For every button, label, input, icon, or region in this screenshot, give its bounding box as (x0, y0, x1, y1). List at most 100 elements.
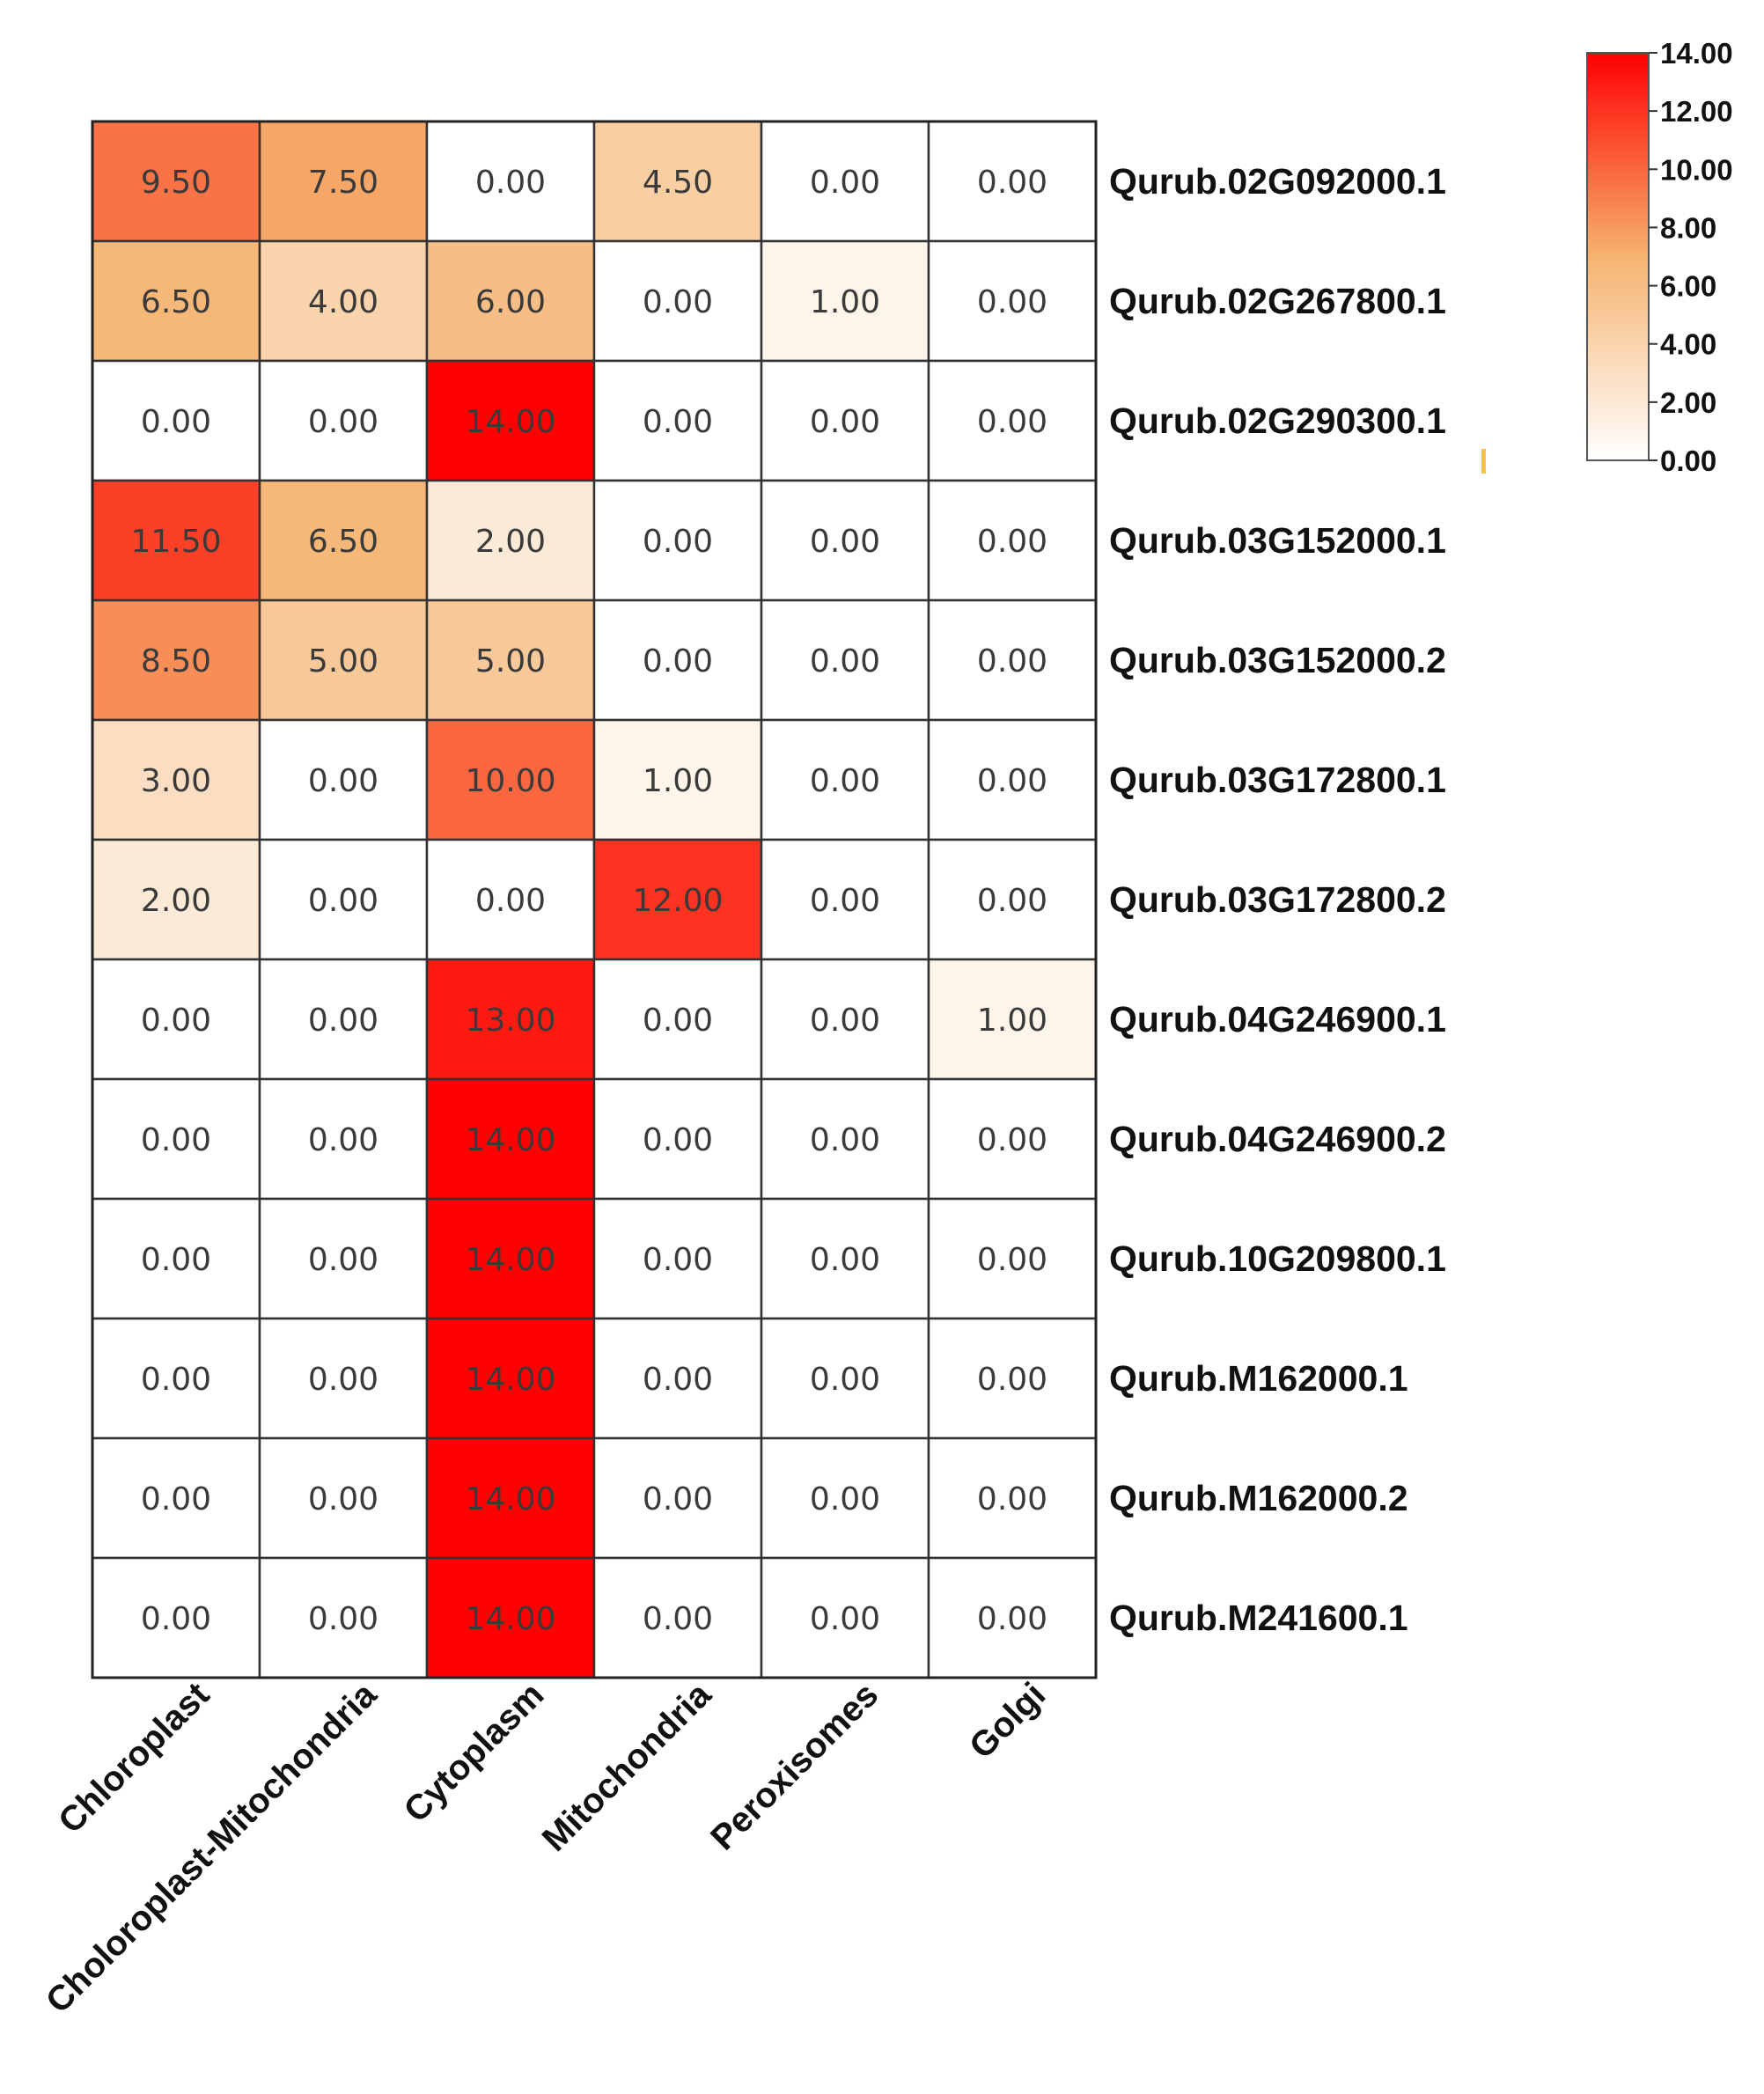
heatmap-cell (592, 599, 763, 722)
cell-value-label: 0.00 (308, 883, 379, 919)
row-label: Qurub.03G172800.1 (1109, 760, 1446, 800)
cell-value-label: 0.00 (308, 1242, 379, 1278)
cell-value-label: 0.00 (977, 165, 1047, 201)
heatmap-cell (592, 479, 763, 602)
cell-value-label: 0.00 (475, 883, 546, 919)
heatmap-cell (927, 1556, 1098, 1679)
cell-value-label: 0.00 (977, 1601, 1047, 1637)
heatmap-border (91, 120, 1098, 1679)
cell-value-label: 0.00 (643, 1481, 713, 1517)
column-label: Chloroplast (51, 1675, 217, 1841)
heatmap-cell (91, 838, 261, 961)
colorbar-gradient (1586, 52, 1650, 461)
heatmap-cell (592, 838, 763, 961)
row-label: Qurub.M241600.1 (1109, 1598, 1408, 1638)
column-label: Cytoplasm (397, 1675, 552, 1830)
heatmap-cell (258, 359, 429, 482)
heatmap-cell (927, 718, 1098, 841)
cell-value-label: 0.00 (308, 1601, 379, 1637)
heatmap-cell (91, 599, 261, 722)
cell-value-label: 0.00 (141, 1601, 211, 1637)
cell-value-label: 14.00 (465, 1481, 555, 1517)
cell-value-label: 3.00 (141, 763, 211, 799)
heatmap-cell (760, 1197, 930, 1320)
cell-value-label: 0.00 (810, 1481, 880, 1517)
heatmap-cell (91, 1317, 261, 1440)
heatmap-cell (592, 1317, 763, 1440)
heatmap-cell (927, 838, 1098, 961)
heatmap-cell (91, 958, 261, 1081)
row-label: Qurub.03G152000.2 (1109, 640, 1446, 680)
heatmap-cell (425, 599, 596, 722)
colorbar-legend: 14.00 12.00 10.00 8.00 6.00 4.00 2.00 0.00 (1481, 37, 1733, 477)
colorbar-tick-label: 6.00 (1660, 270, 1716, 303)
heatmap-cell (425, 1556, 596, 1679)
cell-value-label: 13.00 (465, 1003, 555, 1039)
column-label: Golgi (962, 1675, 1053, 1766)
heatmap-cell (927, 359, 1098, 482)
cell-value-label: 0.00 (475, 165, 546, 201)
heatmap-cell (760, 958, 930, 1081)
cell-value-label: 0.00 (643, 1122, 713, 1158)
heatmap-cell (927, 239, 1098, 363)
heatmap-cell (258, 1556, 429, 1679)
cell-value-label: 0.00 (308, 1481, 379, 1517)
cell-value-label: 5.00 (308, 643, 379, 680)
cell-value-label: 0.00 (141, 1242, 211, 1278)
cell-value-label: 0.00 (977, 404, 1047, 440)
heatmap-cell (91, 1197, 261, 1320)
cell-value-label: 0.00 (643, 1242, 713, 1278)
cell-value-label: 5.00 (475, 643, 546, 680)
cell-value-label: 0.00 (810, 1601, 880, 1637)
cell-value-label: 1.00 (643, 763, 713, 799)
heatmap-cell (760, 479, 930, 602)
cell-value-label: 0.00 (810, 1003, 880, 1039)
cell-value-label: 0.00 (977, 1242, 1047, 1278)
cell-value-label: 11.50 (130, 524, 221, 560)
heatmap-cell (91, 1556, 261, 1679)
row-label: Qurub.04G246900.2 (1109, 1119, 1446, 1159)
cell-value-label: 0.00 (308, 1122, 379, 1158)
cell-value-label: 14.00 (465, 1362, 555, 1398)
cell-value-label: 12.00 (632, 883, 723, 919)
heatmap-cell (258, 1197, 429, 1320)
cell-value-label: 6.50 (308, 524, 379, 560)
cell-value-label: 0.00 (810, 524, 880, 560)
cell-value-label: 0.00 (977, 883, 1047, 919)
cell-value-label: 0.00 (977, 643, 1047, 680)
heatmap-cell (425, 838, 596, 961)
heatmap-cell (425, 1077, 596, 1201)
heatmap-cell (425, 1436, 596, 1560)
cell-value-label: 0.00 (643, 284, 713, 320)
cell-value-label: 0.00 (810, 1362, 880, 1398)
cell-value-label: 0.00 (977, 524, 1047, 560)
cell-value-label: 6.50 (141, 284, 211, 320)
heatmap-cell (760, 359, 930, 482)
column-label: Peroxisomes (703, 1675, 886, 1857)
heatmap-cell (760, 1077, 930, 1201)
cell-value-label: 0.00 (643, 404, 713, 440)
cell-value-label: 7.50 (308, 165, 379, 201)
column-label: Choloroplast-Mitochondria (39, 1675, 385, 2021)
row-label: Qurub.M162000.1 (1109, 1358, 1408, 1399)
heatmap-cell (258, 1077, 429, 1201)
heatmap-cell (927, 1077, 1098, 1201)
colorbar-tick-label: 2.00 (1660, 386, 1716, 419)
colorbar-tick-label: 0.00 (1660, 445, 1716, 477)
row-labels: Qurub.02G092000.1 Qurub.02G267800.1 Qurub.… (1109, 161, 1446, 1638)
heatmap-cell (91, 120, 261, 243)
cell-value-label: 0.00 (810, 1242, 880, 1278)
column-label: Mitochondria (535, 1675, 719, 1859)
cell-value-label: 0.00 (643, 643, 713, 680)
cell-value-label: 6.00 (475, 284, 546, 320)
heatmap-cell (592, 1556, 763, 1679)
cell-value-label: 0.00 (643, 1362, 713, 1398)
cell-value-label: 0.00 (810, 883, 880, 919)
heatmap-cell (258, 838, 429, 961)
cell-value-label: 0.00 (141, 1122, 211, 1158)
cell-value-label: 0.00 (810, 643, 880, 680)
cell-value-label: 0.00 (141, 1481, 211, 1517)
cell-value-label: 0.00 (308, 1003, 379, 1039)
